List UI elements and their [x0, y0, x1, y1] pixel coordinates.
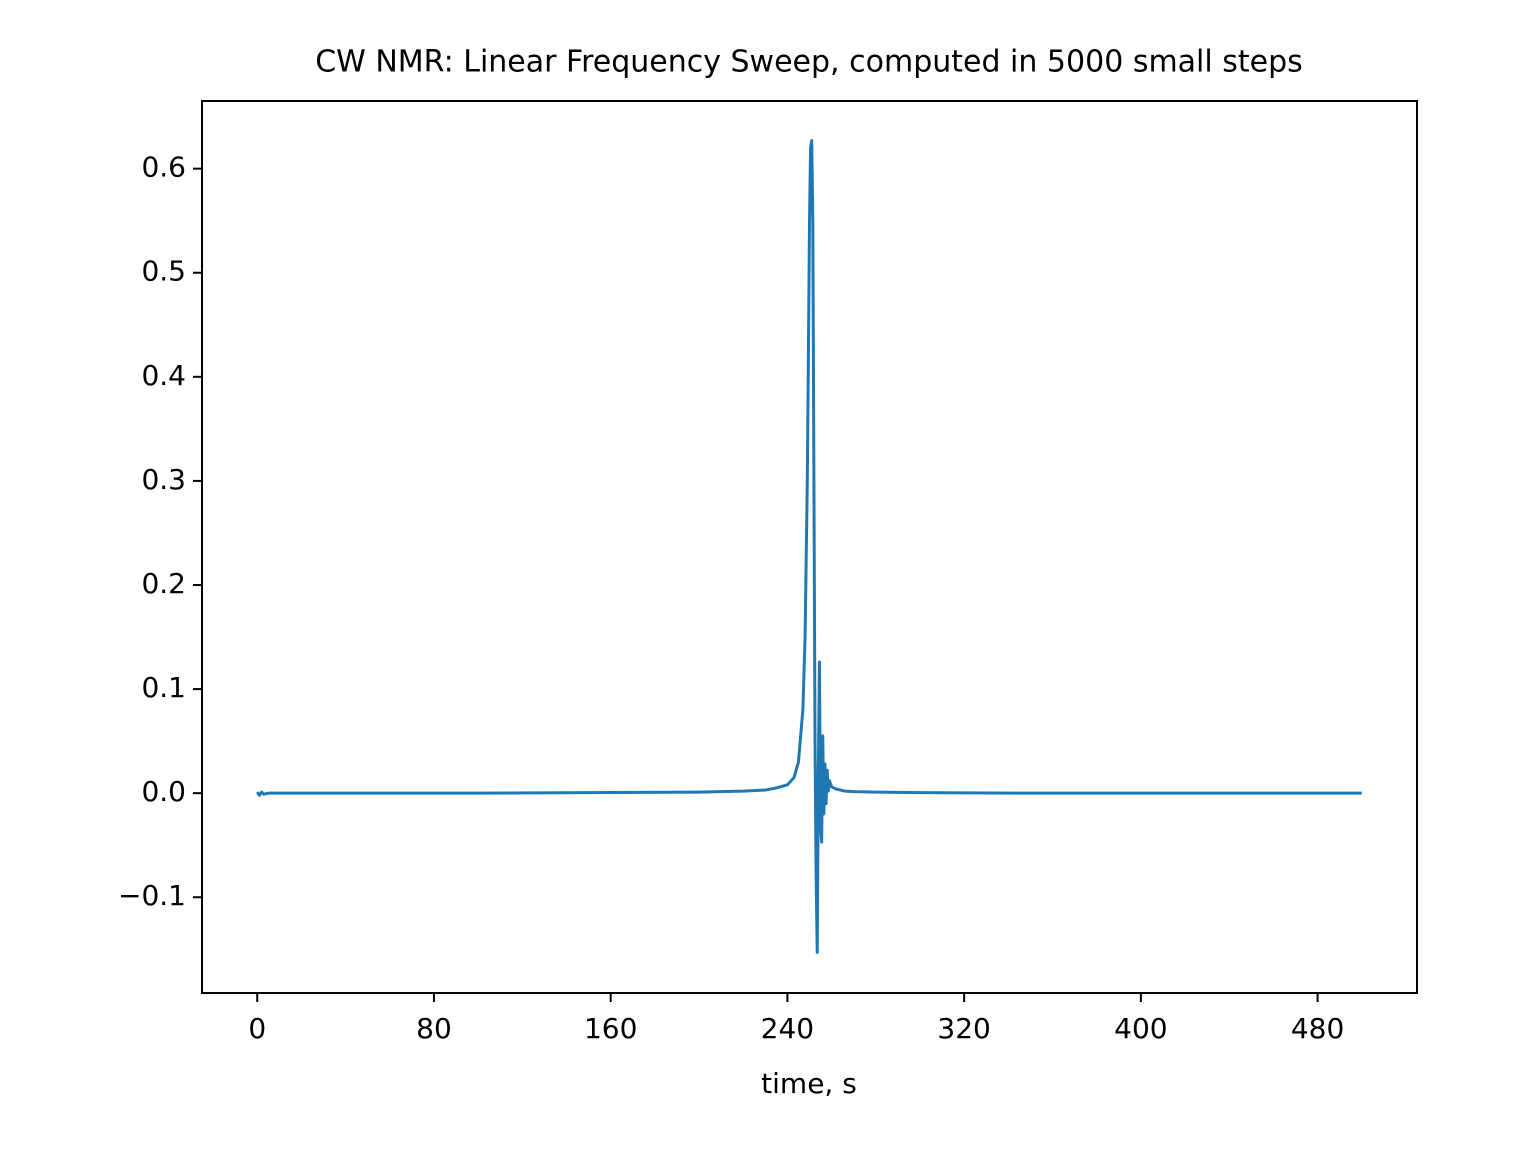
- x-tick-label: 320: [937, 1012, 990, 1045]
- y-tick-label: 0.2: [141, 567, 186, 600]
- x-tick-label: 240: [761, 1012, 814, 1045]
- x-tick-label: 80: [416, 1012, 452, 1045]
- data-line: [256, 139, 1362, 954]
- y-tick-label: −0.1: [118, 879, 186, 912]
- x-tick-label: 400: [1114, 1012, 1167, 1045]
- y-tick-label: 0.6: [141, 151, 186, 184]
- y-tick-label: 0.3: [141, 463, 186, 496]
- x-axis-label: time, s: [761, 1067, 857, 1100]
- x-tick-label: 160: [584, 1012, 637, 1045]
- y-tick-label: 0.4: [141, 359, 186, 392]
- y-tick-label: 0.0: [141, 775, 186, 808]
- x-tick-label: 480: [1291, 1012, 1344, 1045]
- y-tick-label: 0.5: [141, 255, 186, 288]
- chart-title: CW NMR: Linear Frequency Sweep, computed…: [315, 45, 1303, 80]
- y-tick-label: 0.1: [141, 671, 186, 704]
- plot-frame: [201, 100, 1418, 994]
- x-tick-label: 0: [248, 1012, 266, 1045]
